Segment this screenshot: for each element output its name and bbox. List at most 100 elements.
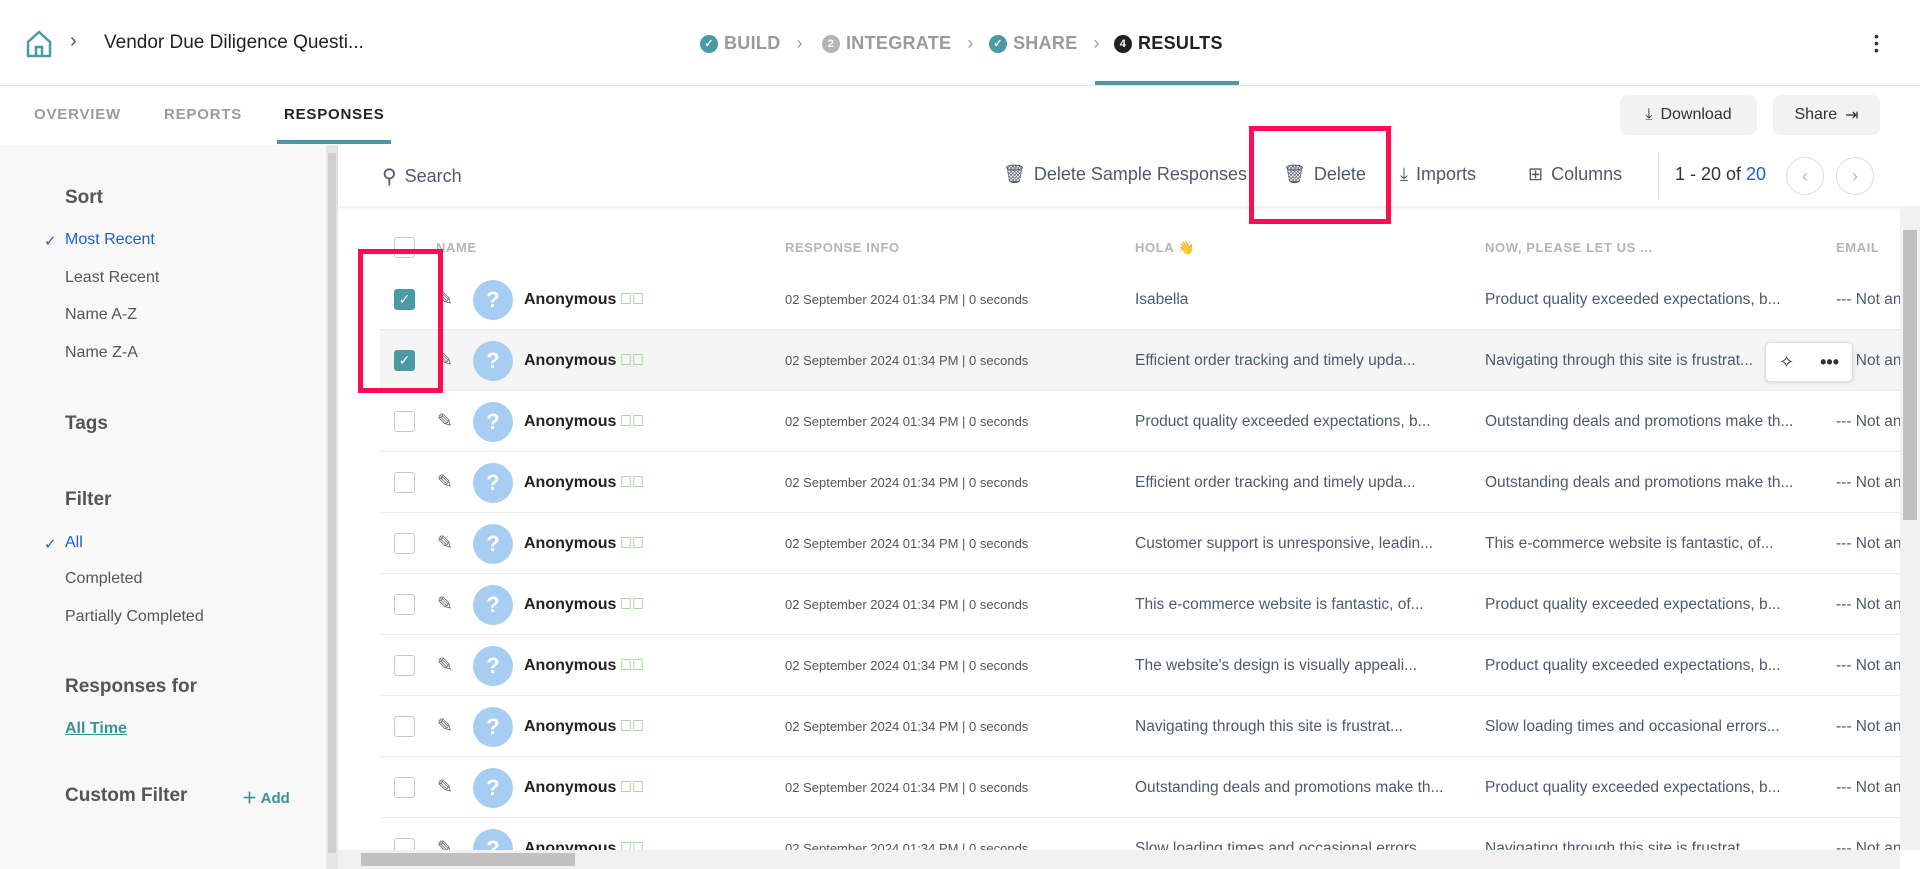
- trash-icon: 🗑︎: [1283, 164, 1306, 184]
- table-row[interactable]: ✎ ? Anonymous ✓⃝ 02 September 2024 01:34…: [380, 513, 1900, 574]
- imports-button[interactable]: ⤓ Imports: [1400, 164, 1476, 185]
- edit-icon[interactable]: ✎: [437, 777, 453, 798]
- filter-completed[interactable]: Completed: [65, 570, 143, 587]
- response-info: 02 September 2024 01:34 PM | 0 seconds: [785, 597, 1029, 612]
- row-checkbox[interactable]: [394, 452, 415, 513]
- sidebar-scrollbar[interactable]: [326, 145, 338, 869]
- checkbox[interactable]: [394, 594, 415, 615]
- respondent-name[interactable]: Anonymous: [524, 595, 617, 613]
- vertical-scrollbar[interactable]: [1900, 206, 1920, 850]
- edit-icon[interactable]: ✎: [437, 472, 453, 493]
- respondent-name[interactable]: Anonymous: [524, 473, 617, 491]
- delete-sample-responses-button[interactable]: 🗑︎ Delete Sample Responses: [1003, 164, 1247, 185]
- columns-button[interactable]: ⊞ Columns: [1528, 164, 1622, 185]
- step-share[interactable]: ✓ SHARE ›: [989, 33, 1100, 54]
- hola-answer: Product quality exceeded expectations, b…: [1135, 412, 1431, 430]
- respondent-name[interactable]: Anonymous: [524, 351, 617, 369]
- checkbox[interactable]: [394, 533, 415, 554]
- kebab-menu-icon[interactable]: • • •: [1874, 28, 1879, 58]
- scrollbar-thumb[interactable]: [361, 853, 575, 866]
- table-row[interactable]: ✎ ? Anonymous ✓⃝ 02 September 2024 01:34…: [380, 635, 1900, 696]
- anonymous-avatar-icon: ?: [473, 706, 513, 747]
- edit-icon[interactable]: ✎: [437, 411, 453, 432]
- row-checkbox[interactable]: [394, 757, 415, 818]
- hola-answer: Efficient order tracking and timely upda…: [1135, 351, 1416, 369]
- home-icon[interactable]: [26, 30, 52, 58]
- check-icon: ✓: [989, 34, 1007, 53]
- response-info: 02 September 2024 01:34 PM | 0 seconds: [785, 414, 1029, 429]
- now-please-answer: Outstanding deals and promotions make th…: [1485, 412, 1794, 430]
- sort-most-recent[interactable]: Most Recent: [65, 231, 155, 248]
- filter-partially-completed[interactable]: Partially Completed: [65, 608, 204, 625]
- column-header-hola[interactable]: HOLA 👋: [1135, 240, 1195, 255]
- edit-icon[interactable]: ✎: [437, 716, 453, 737]
- respondent-name[interactable]: Anonymous: [524, 778, 617, 796]
- sort-name-a-z[interactable]: Name A-Z: [65, 306, 138, 323]
- avatar: ?: [473, 330, 513, 391]
- table-row[interactable]: ✎ ? Anonymous ✓⃝ 02 September 2024 01:34…: [380, 757, 1900, 818]
- sort-name-z-a[interactable]: Name Z-A: [65, 344, 138, 361]
- checkbox[interactable]: [394, 838, 415, 850]
- row-checkbox[interactable]: [394, 513, 415, 574]
- step-build[interactable]: ✓ BUILD ›: [700, 33, 803, 54]
- row-checkbox[interactable]: [394, 818, 415, 850]
- response-info: 02 September 2024 01:34 PM | 0 seconds: [785, 658, 1029, 673]
- edit-icon[interactable]: ✎: [437, 838, 453, 850]
- anonymous-avatar-icon: ?: [473, 828, 513, 850]
- checkbox[interactable]: [394, 716, 415, 737]
- table-row[interactable]: ✎ ? Anonymous ✓⃝ 02 September 2024 01:34…: [380, 574, 1900, 635]
- table-row[interactable]: ✎ ? Anonymous ✓⃝ 02 September 2024 01:34…: [380, 391, 1900, 452]
- page-range: 1 - 20: [1675, 164, 1722, 184]
- checkbox[interactable]: [394, 411, 415, 432]
- column-header-name[interactable]: NAME: [436, 240, 477, 255]
- search-button[interactable]: ⚲ Search: [382, 164, 462, 189]
- step-integrate[interactable]: 2 INTEGRATE ›: [822, 33, 974, 54]
- checkbox[interactable]: [394, 777, 415, 798]
- row-checkbox[interactable]: [394, 391, 415, 452]
- row-checkbox[interactable]: [394, 635, 415, 696]
- more-options-icon[interactable]: •••: [1820, 351, 1839, 372]
- scrollbar-thumb[interactable]: [328, 153, 336, 853]
- respondent-name[interactable]: Anonymous: [524, 290, 617, 308]
- edit-icon[interactable]: ✎: [437, 594, 453, 615]
- scrollbar-thumb[interactable]: [1903, 230, 1917, 520]
- delete-button[interactable]: 🗑︎ Delete: [1283, 164, 1366, 185]
- table-row[interactable]: ✎ ? Anonymous ✓⃝ 02 September 2024 01:34…: [380, 818, 1900, 850]
- sort-least-recent[interactable]: Least Recent: [65, 269, 160, 286]
- add-custom-filter-button[interactable]: ＋ Add: [242, 787, 290, 808]
- chevron-right-icon: ›: [796, 33, 803, 53]
- checkbox[interactable]: [394, 655, 415, 676]
- tags-heading[interactable]: Tags: [65, 413, 108, 434]
- column-header-now-please[interactable]: NOW, PLEASE LET US ...: [1485, 240, 1653, 255]
- row-checkbox[interactable]: [394, 696, 415, 757]
- edit-icon[interactable]: ✎: [437, 655, 453, 676]
- prev-page-button[interactable]: ‹: [1786, 157, 1824, 195]
- table-row[interactable]: ✓ ✎ ? Anonymous ✓⃝ 02 September 2024 01:…: [380, 269, 1900, 330]
- respondent-name[interactable]: Anonymous: [524, 412, 617, 430]
- sparkle-icon[interactable]: ✧: [1779, 351, 1795, 372]
- table-row[interactable]: ✓ ✎ ? Anonymous ✓⃝ 02 September 2024 01:…: [380, 330, 1900, 391]
- tab-overview[interactable]: OVERVIEW: [34, 106, 121, 123]
- filter-all[interactable]: All: [65, 534, 83, 551]
- table-row[interactable]: ✎ ? Anonymous ✓⃝ 02 September 2024 01:34…: [380, 452, 1900, 513]
- respondent-name[interactable]: Anonymous: [524, 717, 617, 735]
- horizontal-scrollbar[interactable]: [338, 850, 1900, 869]
- respondent-name[interactable]: Anonymous: [524, 839, 617, 851]
- responses-for-link[interactable]: All Time: [65, 720, 127, 737]
- tab-reports[interactable]: REPORTS: [164, 106, 243, 123]
- avatar: ?: [473, 574, 513, 635]
- row-checkbox[interactable]: [394, 574, 415, 635]
- respondent-name[interactable]: Anonymous: [524, 534, 617, 552]
- download-button[interactable]: ⤓ Download: [1620, 95, 1757, 135]
- table-row[interactable]: ✎ ? Anonymous ✓⃝ 02 September 2024 01:34…: [380, 696, 1900, 757]
- column-header-response-info[interactable]: RESPONSE INFO: [785, 240, 900, 255]
- step-results[interactable]: 4 RESULTS: [1114, 33, 1223, 54]
- tab-responses[interactable]: RESPONSES: [284, 106, 385, 123]
- share-button[interactable]: Share ⇥: [1773, 95, 1880, 135]
- edit-icon[interactable]: ✎: [437, 533, 453, 554]
- column-header-email[interactable]: EMAIL: [1836, 240, 1880, 255]
- sort-heading: Sort: [65, 187, 103, 208]
- checkbox[interactable]: [394, 472, 415, 493]
- respondent-name[interactable]: Anonymous: [524, 656, 617, 674]
- next-page-button[interactable]: ›: [1836, 157, 1874, 195]
